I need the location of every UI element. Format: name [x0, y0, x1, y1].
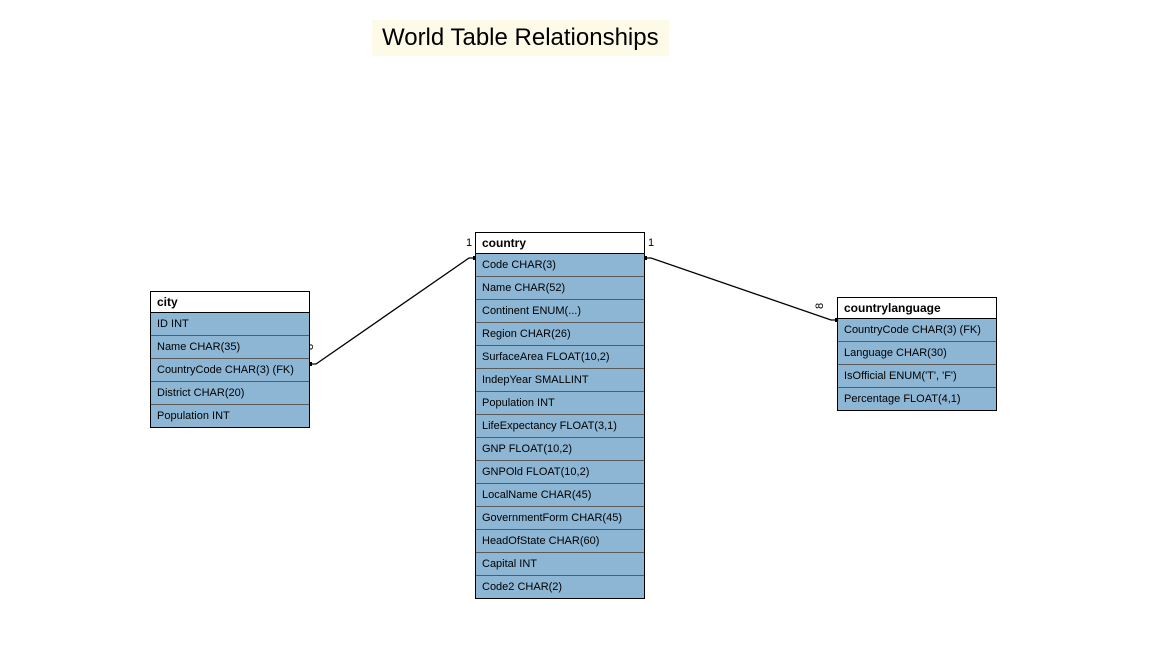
table-countrylanguage-column: CountryCode CHAR(3) (FK) — [838, 319, 996, 341]
table-city-header: city — [151, 292, 309, 313]
table-countrylanguage-column: Percentage FLOAT(4,1) — [838, 387, 996, 410]
table-city-column: ID INT — [151, 313, 309, 335]
table-city-column: CountryCode CHAR(3) (FK) — [151, 358, 309, 381]
table-country-column: SurfaceArea FLOAT(10,2) — [476, 345, 644, 368]
svg-text:1: 1 — [466, 237, 472, 249]
table-country-header: country — [476, 233, 644, 254]
table-countrylanguage-column: Language CHAR(30) — [838, 341, 996, 364]
table-country-rows: Code CHAR(3)Name CHAR(52)Continent ENUM(… — [476, 254, 644, 598]
table-country-column: Region CHAR(26) — [476, 322, 644, 345]
table-city-rows: ID INTName CHAR(35)CountryCode CHAR(3) (… — [151, 313, 309, 427]
table-country-column: Code2 CHAR(2) — [476, 575, 644, 598]
table-country-column: Capital INT — [476, 552, 644, 575]
table-country-column: GovernmentForm CHAR(45) — [476, 506, 644, 529]
table-city-column: Name CHAR(35) — [151, 335, 309, 358]
svg-text:1: 1 — [648, 237, 654, 249]
diagram-title: World Table Relationships — [372, 20, 669, 56]
table-city-column: District CHAR(20) — [151, 381, 309, 404]
table-countrylanguage-rows: CountryCode CHAR(3) (FK)Language CHAR(30… — [838, 319, 996, 410]
table-countrylanguage-header: countrylanguage — [838, 298, 996, 319]
table-countrylanguage-column: IsOfficial ENUM('T', 'F') — [838, 364, 996, 387]
table-country-column: LocalName CHAR(45) — [476, 483, 644, 506]
table-city: city ID INTName CHAR(35)CountryCode CHAR… — [150, 291, 310, 428]
table-country-column: HeadOfState CHAR(60) — [476, 529, 644, 552]
table-country-column: Continent ENUM(...) — [476, 299, 644, 322]
table-country-column: GNPOld FLOAT(10,2) — [476, 460, 644, 483]
table-city-column: Population INT — [151, 404, 309, 427]
table-country-column: Name CHAR(52) — [476, 276, 644, 299]
table-country-column: GNP FLOAT(10,2) — [476, 437, 644, 460]
table-country-column: Population INT — [476, 391, 644, 414]
table-country-column: LifeExpectancy FLOAT(3,1) — [476, 414, 644, 437]
table-country-column: IndepYear SMALLINT — [476, 368, 644, 391]
table-country-column: Code CHAR(3) — [476, 254, 644, 276]
svg-text:8: 8 — [814, 303, 826, 309]
table-country: country Code CHAR(3)Name CHAR(52)Contine… — [475, 232, 645, 599]
table-countrylanguage: countrylanguage CountryCode CHAR(3) (FK)… — [837, 297, 997, 411]
